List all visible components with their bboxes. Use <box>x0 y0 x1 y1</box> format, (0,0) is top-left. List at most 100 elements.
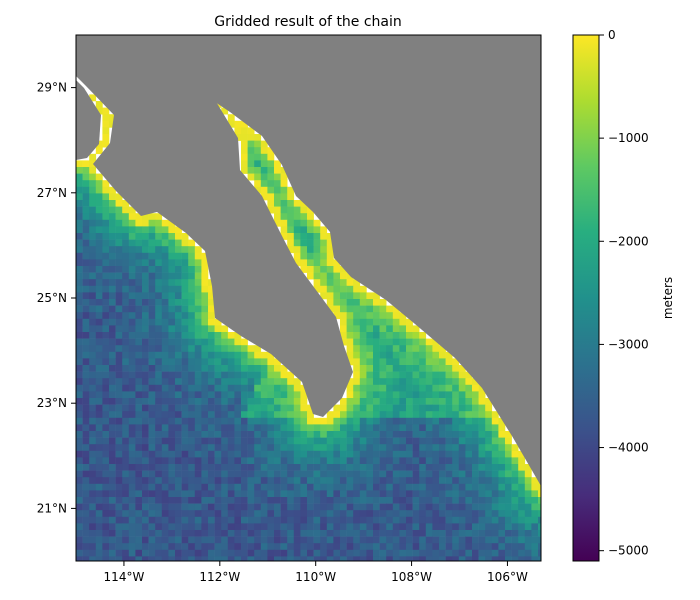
grid-cell <box>76 404 83 412</box>
grid-cell <box>307 431 314 438</box>
grid-cell <box>109 358 116 366</box>
grid-cell <box>478 477 486 485</box>
grid-cell <box>419 516 427 524</box>
grid-cell <box>82 206 90 214</box>
grid-cell <box>122 246 130 254</box>
grid-cell <box>122 431 130 438</box>
grid-cell <box>95 279 103 287</box>
grid-cell <box>102 219 110 227</box>
grid-cell <box>439 384 446 392</box>
grid-cell <box>122 470 130 478</box>
grid-cell <box>307 417 314 425</box>
grid-cell <box>452 411 460 419</box>
grid-cell <box>247 490 255 498</box>
grid-cell <box>260 424 268 432</box>
grid-cell <box>478 444 486 452</box>
grid-cell <box>518 503 526 511</box>
grid-cell <box>274 523 281 531</box>
grid-cell <box>142 305 149 313</box>
grid-cell <box>485 483 493 491</box>
grid-cell <box>89 239 97 247</box>
grid-cell <box>122 497 130 504</box>
grid-cell <box>293 424 301 432</box>
grid-cell <box>267 431 275 438</box>
grid-cell <box>472 437 479 445</box>
grid-cell <box>221 464 229 471</box>
grid-cell <box>194 312 202 320</box>
grid-cell <box>267 530 275 537</box>
grid-cell <box>320 431 328 438</box>
grid-cell <box>122 444 130 452</box>
grid-cell <box>194 378 202 386</box>
grid-cell <box>353 483 361 491</box>
grid-cell <box>175 404 182 412</box>
grid-cell <box>155 530 163 537</box>
grid-cell <box>406 510 413 518</box>
grid-cell <box>221 510 229 518</box>
grid-cell <box>392 371 400 379</box>
grid-cell <box>346 450 354 458</box>
grid-cell <box>115 252 123 260</box>
grid-cell <box>280 365 288 372</box>
grid-cell <box>234 332 242 339</box>
grid-cell <box>445 444 453 452</box>
grid-cell <box>175 411 182 419</box>
grid-cell <box>115 497 123 504</box>
grid-cell <box>181 510 189 518</box>
grid-cell <box>399 431 407 438</box>
grid-cell <box>109 398 116 405</box>
grid-cell <box>320 477 328 485</box>
grid-cell <box>227 391 235 399</box>
grid-cell <box>313 457 321 465</box>
grid-cell <box>247 134 255 141</box>
grid-cell <box>194 325 202 333</box>
grid-cell <box>498 464 506 471</box>
grid-cell <box>293 239 301 247</box>
grid-cell <box>227 450 235 458</box>
grid-cell <box>260 510 268 518</box>
grid-cell <box>293 543 301 551</box>
grid-cell <box>254 147 262 155</box>
grid-cell <box>254 140 262 148</box>
grid-cell <box>76 483 83 491</box>
grid-cell <box>366 431 374 438</box>
grid-cell <box>95 318 103 326</box>
grid-cell <box>142 219 149 227</box>
grid-cell <box>155 536 163 544</box>
grid-cell <box>518 457 526 465</box>
grid-cell <box>155 233 163 240</box>
grid-cell <box>102 193 110 201</box>
grid-cell <box>452 450 460 458</box>
grid-cell <box>168 477 176 485</box>
grid-cell <box>89 464 97 471</box>
grid-cell <box>458 536 466 544</box>
grid-cell <box>260 457 268 465</box>
grid-cell <box>115 266 123 273</box>
grid-cell <box>227 404 235 412</box>
grid-cell <box>181 536 189 544</box>
grid-cell <box>254 431 262 438</box>
grid-cell <box>227 114 235 122</box>
grid-cell <box>161 384 169 392</box>
grid-cell <box>300 497 308 504</box>
grid-cell <box>135 503 143 511</box>
grid-cell <box>95 173 103 181</box>
grid-cell <box>373 345 380 353</box>
grid-cell <box>307 424 314 432</box>
grid-cell <box>109 437 116 445</box>
grid-cell <box>472 424 479 432</box>
grid-cell <box>366 332 374 339</box>
bathymetry-grid <box>76 35 541 561</box>
grid-cell <box>386 543 394 551</box>
grid-cell <box>175 457 182 465</box>
grid-cell <box>142 490 149 498</box>
grid-cell <box>386 510 394 518</box>
grid-cell <box>181 431 189 438</box>
grid-cell <box>142 358 149 366</box>
grid-cell <box>135 384 143 392</box>
grid-cell <box>445 365 453 372</box>
grid-cell <box>260 477 268 485</box>
grid-cell <box>379 404 387 412</box>
grid-cell <box>333 483 341 491</box>
grid-cell <box>524 556 532 561</box>
